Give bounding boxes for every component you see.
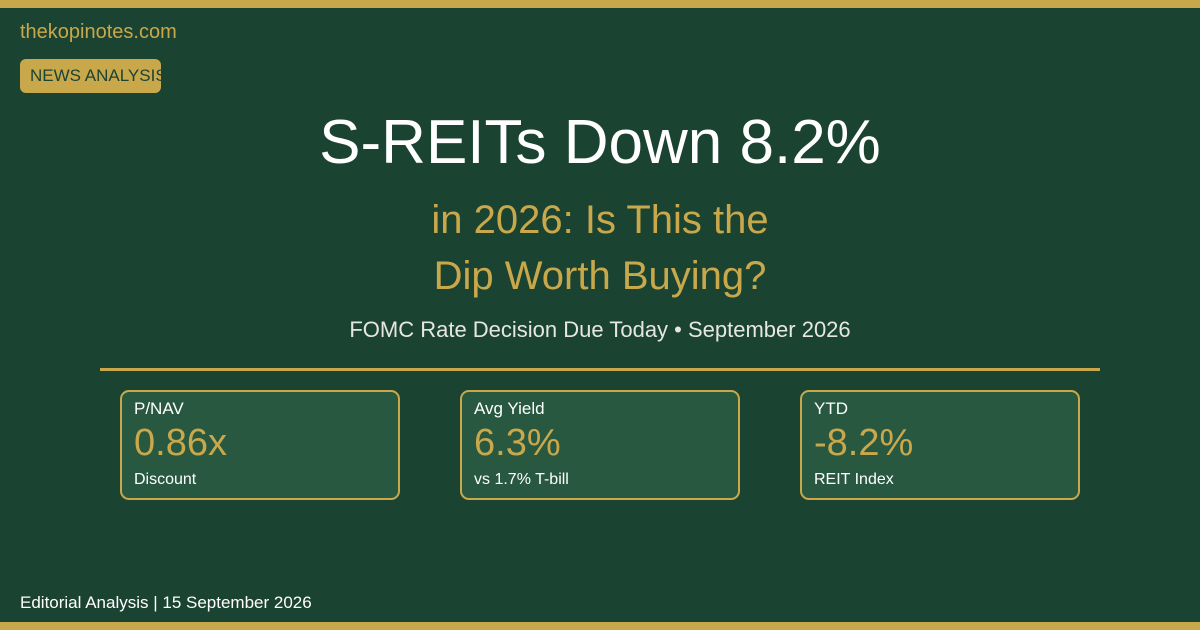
headline: S-REITs Down 8.2% xyxy=(319,108,881,177)
divider xyxy=(100,368,1100,371)
subheadline-line-2: Dip Worth Buying? xyxy=(433,254,767,298)
stat-value: 0.86x xyxy=(134,422,227,464)
dateline: FOMC Rate Decision Due Today • September… xyxy=(349,317,851,342)
stat-note: REIT Index xyxy=(814,471,894,488)
stat-value: -8.2% xyxy=(814,422,914,464)
bottom-accent-bar xyxy=(0,622,1200,630)
stat-label: Avg Yield xyxy=(474,399,545,418)
top-accent-bar xyxy=(0,0,1200,8)
stat-card-avg-yield: Avg Yield 6.3% vs 1.7% T-bill xyxy=(460,390,740,500)
stat-note: vs 1.7% T-bill xyxy=(474,471,569,488)
stat-card-pnav: P/NAV 0.86x Discount xyxy=(120,390,400,500)
subheadline: in 2026: Is This the Dip Worth Buying? xyxy=(0,192,1200,304)
stat-value: 6.3% xyxy=(474,422,561,464)
site-name: thekopinotes.com xyxy=(20,21,177,43)
stat-label: YTD xyxy=(814,399,848,418)
footer-byline: Editorial Analysis | 15 September 2026 xyxy=(20,593,312,612)
stat-note: Discount xyxy=(134,471,197,488)
subheadline-line-1: in 2026: Is This the xyxy=(431,198,769,242)
category-badge: NEWS ANALYSIS xyxy=(20,59,161,93)
stat-label: P/NAV xyxy=(134,399,184,418)
stat-card-ytd: YTD -8.2% REIT Index xyxy=(800,390,1080,500)
